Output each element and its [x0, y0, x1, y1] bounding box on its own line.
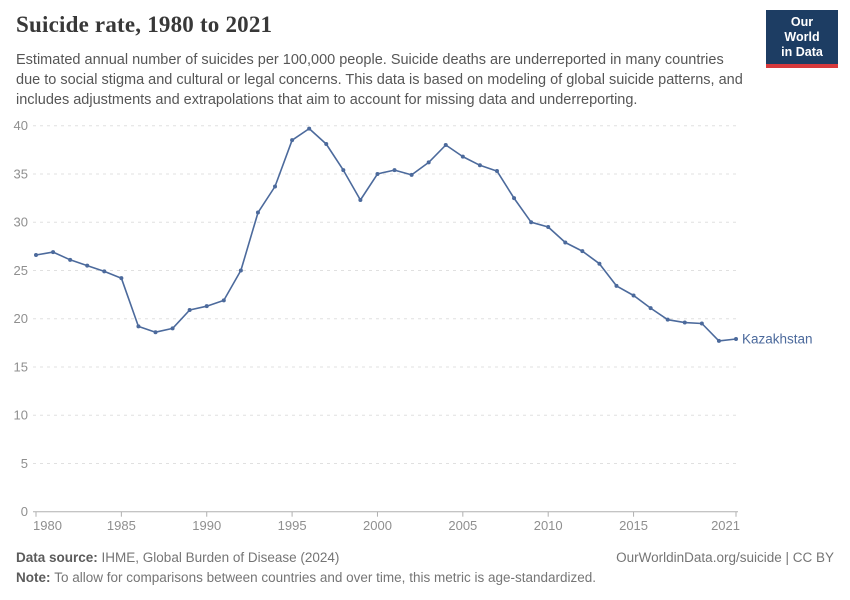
x-axis-tick-label: 1980 — [33, 518, 62, 533]
x-axis-tick-label: 1995 — [278, 518, 307, 533]
data-point — [716, 338, 721, 343]
data-point — [375, 171, 380, 176]
data-point — [392, 168, 397, 173]
data-point — [221, 298, 226, 303]
data-point — [563, 240, 568, 245]
note-label: Note: — [16, 569, 51, 585]
data-point — [580, 249, 585, 254]
data-point — [409, 172, 414, 177]
y-axis-tick-label: 40 — [14, 118, 28, 133]
data-point — [665, 317, 670, 322]
data-point — [614, 283, 619, 288]
y-axis-tick-label: 25 — [14, 263, 28, 278]
data-point — [273, 184, 278, 189]
data-point — [734, 336, 738, 341]
data-point — [102, 269, 107, 274]
y-axis-tick-label: 0 — [21, 504, 28, 519]
data-point — [477, 163, 482, 168]
data-point — [460, 154, 465, 159]
series-end-label: Kazakhstan — [742, 331, 813, 346]
data-source-text: IHME, Global Burden of Disease (2024) — [101, 550, 340, 565]
data-point — [187, 308, 192, 313]
data-point — [68, 257, 73, 262]
data-line — [35, 127, 737, 342]
owid-logo-line2: in Data — [781, 45, 823, 59]
x-axis-tick-label: 2015 — [619, 518, 648, 533]
owid-logo-line1: Our World — [784, 15, 820, 44]
data-source: Data source: IHME, Global Burden of Dise… — [16, 548, 339, 568]
data-point — [153, 330, 158, 335]
x-axis-tick-label: 2000 — [363, 518, 392, 533]
x-axis-tick-label: 1985 — [107, 518, 136, 533]
data-point — [494, 169, 499, 174]
y-axis-tick-label: 15 — [14, 359, 28, 374]
x-axis-tick-label: 2021 — [711, 518, 740, 533]
footer-source-row: Data source: IHME, Global Burden of Dise… — [16, 548, 834, 568]
data-point — [631, 293, 636, 298]
data-point — [136, 324, 141, 329]
data-point — [699, 321, 704, 326]
footer-note-row: Note: To allow for comparisons between c… — [16, 568, 834, 588]
data-point — [443, 143, 448, 147]
data-point — [426, 160, 431, 165]
data-source-label: Data source: — [16, 550, 98, 565]
data-point — [324, 142, 329, 147]
x-axis-tick-label: 2005 — [448, 518, 477, 533]
y-axis-tick-label: 20 — [14, 311, 28, 326]
data-point — [255, 210, 260, 215]
data-point — [290, 138, 295, 143]
data-point — [529, 220, 534, 225]
data-point — [119, 276, 124, 281]
data-point — [682, 320, 687, 325]
x-axis-tick-label: 1990 — [192, 518, 221, 533]
page-title: Suicide rate, 1980 to 2021 — [16, 12, 273, 37]
chart-subtitle: Estimated annual number of suicides per … — [16, 52, 743, 108]
data-point — [341, 168, 346, 173]
data-point — [204, 304, 209, 309]
data-point — [34, 253, 38, 258]
data-point — [648, 306, 653, 311]
data-point — [546, 225, 551, 230]
y-axis-tick-label: 5 — [21, 456, 28, 471]
data-point — [512, 196, 517, 201]
data-point — [597, 261, 602, 266]
data-point — [238, 268, 243, 273]
data-point — [51, 250, 56, 255]
x-axis-tick-label: 2010 — [534, 518, 563, 533]
data-point — [358, 198, 363, 203]
owid-logo: Our World in Data — [766, 10, 838, 68]
credit-link[interactable]: OurWorldinData.org/suicide | CC BY — [616, 550, 834, 565]
chart-footer: Data source: IHME, Global Burden of Dise… — [16, 548, 834, 587]
data-point — [307, 126, 312, 131]
data-point — [170, 326, 175, 331]
y-axis-tick-label: 30 — [14, 215, 28, 230]
y-axis-tick-label: 35 — [14, 166, 28, 181]
y-axis-tick-label: 10 — [14, 408, 28, 423]
data-point — [85, 263, 90, 268]
note-text: To allow for comparisons between countri… — [54, 569, 597, 585]
